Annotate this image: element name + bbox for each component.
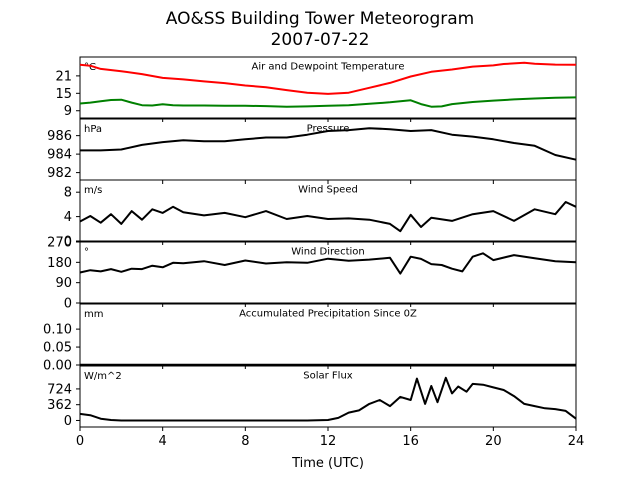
panel-wind-direction: 0 90 180 270 ° Wind Direction [47, 236, 577, 312]
x-tick-label: 8 [241, 434, 249, 449]
air-dewpoint-temperature-series-1-line [79, 96, 577, 108]
panel-title: Wind Speed [298, 185, 358, 196]
unit-label: m/s [84, 185, 102, 196]
unit-label: W/m^2 [84, 371, 122, 382]
unit-label: °C [84, 62, 96, 73]
x-axis-label: Time (UTC) [291, 456, 364, 471]
panel-title: Air and Dewpoint Temperature [252, 62, 405, 73]
x-tick-label: 12 [320, 434, 337, 449]
y-tick-label: 180 [47, 256, 72, 271]
y-tick-label: 90 [55, 276, 72, 291]
x-tick-label: 0 [76, 434, 84, 449]
y-tick-label: 270 [47, 236, 72, 251]
y-tick-label: 0.05 [43, 341, 72, 356]
unit-label: ° [84, 247, 89, 258]
y-tick-label: 0 [64, 235, 72, 250]
y-tick-label: 982 [47, 166, 72, 181]
solar-flux-series-0-line [79, 376, 577, 422]
x-tick-label: 20 [485, 434, 502, 449]
y-tick-label: 9 [64, 104, 72, 119]
y-tick-label: 8 [64, 186, 72, 201]
x-axis: 0 4 8 12 16 20 24 [76, 434, 584, 449]
panel-title: Wind Direction [291, 247, 365, 258]
y-tick-label: 984 [47, 148, 72, 163]
y-tick-label: 21 [55, 69, 72, 84]
wind-direction-series-0-line [79, 252, 577, 275]
unit-label: hPa [84, 124, 102, 135]
y-tick-label: 0.00 [43, 359, 72, 374]
panel-title: Solar Flux [303, 371, 353, 382]
panel-precipitation: 0.00 0.05 0.10 mm Accumulated Precipitation … [43, 303, 577, 374]
y-tick-label: 362 [47, 398, 72, 413]
y-tick-label: 986 [47, 129, 72, 144]
y-tick-label: 15 [55, 87, 72, 102]
y-tick-label: 724 [47, 382, 72, 397]
y-tick-label: 4 [64, 210, 72, 225]
wind-speed-series-0-line [79, 201, 577, 233]
y-tick-label: 0 [64, 297, 72, 312]
panel-air-dewpoint-temperature: 9 15 21 °C Air and Dewpoint Temperature [55, 56, 577, 122]
pressure-series-0-line [80, 127, 577, 161]
figure-title-line1: AO&SS Building Tower Meteorogram [166, 9, 474, 29]
figure-title-line2: 2007-07-22 [271, 30, 370, 50]
panel-title: Accumulated Precipitation Since 0Z [239, 309, 417, 320]
y-tick-label: 0.10 [43, 323, 72, 338]
unit-label: mm [84, 309, 103, 320]
panel-pressure: 982 984 986 hPa Pressure [47, 118, 577, 184]
x-tick-label: 4 [159, 434, 167, 449]
air-dewpoint-temperature-series-0-line [79, 61, 577, 95]
x-tick-label: 16 [402, 434, 419, 449]
x-tick-label: 24 [568, 434, 585, 449]
y-tick-label: 0 [64, 414, 72, 429]
panel-title: Pressure [307, 124, 350, 135]
panel-wind-speed: 0 4 8 m/s Wind Speed [64, 179, 577, 250]
